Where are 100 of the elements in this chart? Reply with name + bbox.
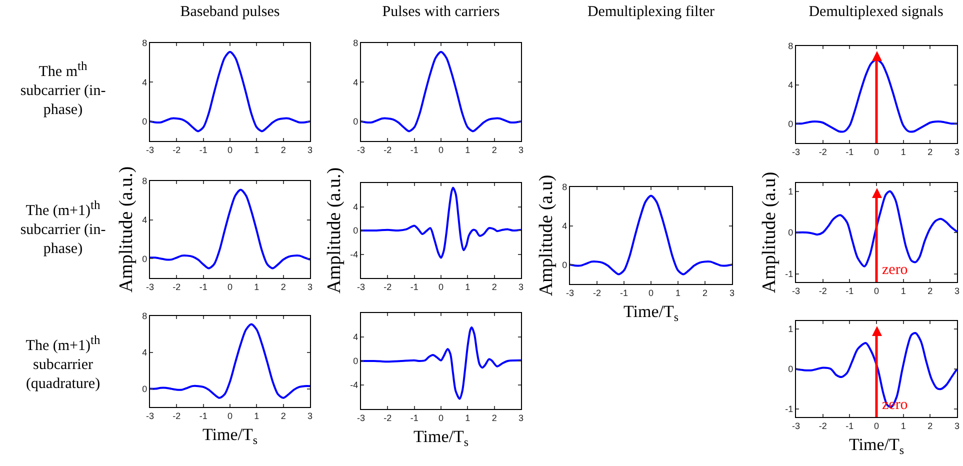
y-axis-title: Amplitude (a.u) (759, 172, 780, 294)
x-tick-label: -1 (199, 282, 208, 292)
x-tick-label: 2 (492, 282, 497, 292)
chart-title: Baseband pulses (179, 4, 281, 21)
x-tick-label: 1 (254, 410, 260, 421)
x-tick-label: 2 (280, 410, 286, 421)
x-tick-label: 3 (307, 282, 313, 292)
x-tick-label: -1 (846, 420, 854, 431)
x-tick-label: -1 (410, 282, 418, 292)
x-tick-label: 3 (518, 144, 524, 155)
x-tick-label: 0 (648, 288, 654, 298)
y-tick-label: -4 (350, 380, 358, 390)
x-axis-title: Time/T$_{s}$ (202, 425, 258, 447)
line-series (570, 194, 732, 276)
x-tick-label: 2 (492, 144, 497, 155)
y-tick-label: 4 (142, 214, 148, 225)
y-tick-label: 1 (788, 186, 794, 196)
y-tick-label: 4 (562, 220, 568, 231)
x-tick-label: 3 (518, 282, 524, 292)
x-tick-label: 2 (702, 288, 708, 298)
x-tick-label: 2 (928, 146, 933, 157)
chart-title: Pulses with carriers (381, 4, 501, 21)
x-tick-label: 1 (254, 282, 260, 292)
x-tick-label: 2 (928, 420, 933, 431)
x-tick-label: 0 (227, 282, 233, 292)
x-tick-label: 3 (518, 412, 524, 423)
x-tick-label: -2 (172, 410, 181, 421)
x-tick-label: 0 (438, 282, 444, 292)
y-tick-label: 8 (142, 311, 148, 322)
x-tick-label: -3 (146, 144, 154, 155)
x-tick-label: 1 (254, 144, 260, 155)
y-axis-title: Amplitude (a.u) (536, 174, 558, 296)
x-tick-label: -2 (172, 144, 181, 155)
x-tick-label: -2 (818, 146, 827, 157)
x-tick-label: -1 (620, 288, 628, 298)
x-tick-label: 3 (954, 286, 960, 296)
x-tick-label: 0 (227, 144, 233, 155)
line-series (150, 323, 310, 399)
x-tick-label: -1 (846, 146, 854, 157)
chart-title: Demultiplexing filter (586, 4, 716, 21)
x-tick-label: -1 (199, 144, 208, 155)
chart-title: Demultiplexed signals (808, 4, 944, 21)
y-tick-label: 0 (353, 356, 358, 366)
y-tick-label: 0 (788, 118, 794, 129)
y-tick-label: 8 (562, 182, 568, 192)
x-tick-label: 3 (307, 410, 313, 421)
x-tick-label: 0 (227, 410, 233, 421)
y-tick-label: 4 (142, 348, 148, 358)
x-tick-label: -3 (356, 144, 366, 155)
x-tick-label: -3 (146, 282, 154, 292)
x-tick-label: -3 (356, 282, 366, 292)
x-tick-label: -3 (146, 410, 154, 421)
x-tick-label: 3 (954, 420, 960, 431)
y-tick-label: 8 (142, 38, 148, 48)
text: The m$^{th}$ subcarrier (in-phase) (19, 58, 107, 120)
x-tick-label: -1 (410, 412, 418, 423)
y-tick-label: -1 (785, 268, 794, 279)
x-tick-label: 3 (729, 288, 735, 298)
x-tick-label: 0 (874, 146, 880, 157)
y-tick-label: 0 (142, 384, 148, 394)
x-tick-label: -2 (384, 144, 392, 155)
line-series (150, 188, 310, 270)
x-tick-label: -3 (792, 420, 800, 431)
x-tick-label: -2 (818, 286, 827, 296)
x-tick-label: 3 (954, 146, 960, 157)
x-tick-label: 3 (307, 144, 313, 155)
text: The (m+1)$^{th}$ subcarrier (in-phase) (19, 196, 107, 258)
x-axis-title: Time/T$_{s}$ (623, 302, 679, 324)
y-tick-label: 0 (353, 116, 358, 127)
y-tick-label: 0 (353, 226, 358, 236)
y-tick-label: -1 (785, 404, 794, 414)
line-series (361, 326, 521, 400)
y-tick-label: 1 (788, 324, 794, 334)
y-tick-label: 4 (353, 202, 358, 212)
x-tick-label: 2 (492, 412, 497, 423)
y-tick-label: 0 (788, 364, 794, 374)
line-series (796, 190, 957, 268)
x-tick-label: -1 (410, 144, 418, 155)
y-tick-label: 4 (142, 77, 148, 88)
y-tick-label: 8 (788, 41, 794, 52)
x-tick-label: 0 (874, 286, 880, 296)
y-tick-label: 0 (788, 228, 794, 238)
text: The (m+1)$^{th}$ subcarrier (quadrature) (24, 332, 102, 394)
x-tick-label: -2 (818, 420, 827, 431)
y-tick-label: 0 (562, 260, 568, 270)
x-tick-label: 1 (900, 286, 906, 296)
y-tick-label: 4 (788, 80, 794, 90)
y-axis-title: Amplitude (a.u.) (116, 166, 138, 293)
y-tick-label: 8 (142, 176, 148, 186)
x-tick-label: -3 (792, 146, 800, 157)
x-tick-label: -2 (172, 282, 181, 292)
x-tick-label: 0 (438, 144, 444, 155)
y-tick-label: 4 (353, 332, 358, 342)
x-tick-label: -3 (356, 412, 366, 423)
y-axis-title: Amplitude (a.u.) (324, 167, 346, 294)
y-tick-label: 8 (353, 38, 358, 48)
x-tick-label: 1 (675, 288, 681, 298)
y-tick-label: 4 (353, 77, 358, 88)
line-series (796, 332, 957, 408)
x-tick-label: 0 (438, 412, 444, 423)
